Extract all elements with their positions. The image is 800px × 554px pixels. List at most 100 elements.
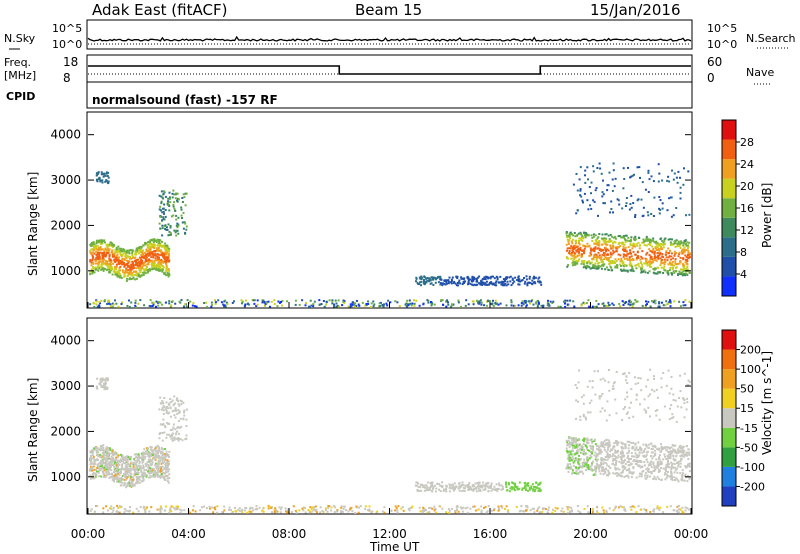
power-pt (407, 304, 410, 307)
power-pt (665, 250, 668, 253)
power-pt (379, 301, 382, 304)
power-pt (646, 271, 649, 274)
power-pt (184, 303, 187, 306)
power-pt (435, 277, 437, 280)
power-pt (119, 261, 122, 264)
power-pt (669, 266, 672, 269)
power-pt (100, 266, 103, 268)
velocity-pt (544, 508, 547, 510)
velocity-pt (643, 449, 646, 452)
power-pt (626, 239, 629, 242)
power-pt (169, 225, 172, 227)
velocity-pt (111, 475, 114, 478)
power-pt (653, 250, 656, 253)
velocity-pt (667, 459, 669, 462)
velocity-pt (256, 508, 258, 511)
velocity-pt (107, 447, 109, 450)
power-pt (177, 232, 180, 235)
velocity-pt (102, 507, 105, 510)
power-pt (120, 276, 123, 279)
velocity-pt (170, 400, 173, 403)
power-pt (107, 243, 110, 246)
velocity-pt (472, 505, 474, 508)
velocity-pt (142, 464, 145, 467)
velocity-pt (646, 461, 649, 464)
power-pt (681, 241, 684, 244)
power-pt (542, 305, 545, 308)
power-pt (565, 257, 568, 259)
power-cbar-band-7 (722, 139, 736, 160)
velocity-pt (144, 507, 147, 510)
power-pt (278, 301, 281, 304)
velocity-pt (448, 509, 451, 512)
power-pt (168, 198, 171, 200)
velocity-pt (508, 490, 511, 493)
power-pt (90, 264, 93, 267)
power-pt (686, 266, 689, 268)
velocity-pt (500, 484, 503, 487)
velocity-pt (137, 510, 140, 513)
velocity-pt (168, 422, 171, 425)
power-pt (142, 244, 145, 247)
power-pt (678, 300, 681, 303)
velocity-pt (394, 509, 397, 512)
power-pt (677, 255, 680, 258)
power-pt (650, 245, 653, 248)
velocity-pt (566, 457, 569, 460)
power-pt (678, 251, 681, 254)
velocity-pt (121, 455, 124, 458)
velocity-pt (177, 402, 180, 405)
velocity-pt (304, 506, 306, 509)
velocity-pt (111, 458, 114, 461)
velocity-pt (599, 464, 602, 467)
power-pt (136, 263, 139, 266)
power-pt (657, 180, 660, 183)
velocity-pt (633, 506, 636, 509)
power-pt (678, 244, 681, 247)
power-pt (101, 241, 104, 244)
power-pt (153, 262, 156, 265)
power-pt (452, 281, 455, 284)
power-pt (92, 241, 95, 244)
power-pt (573, 232, 576, 234)
power-cbar-band-0 (722, 276, 736, 296)
power-pt (182, 211, 185, 214)
power-pt (337, 299, 340, 302)
velocity-pt (151, 463, 154, 466)
velocity-pt (101, 455, 104, 458)
power-pt (530, 300, 533, 303)
power-pt (622, 255, 625, 258)
power-pt (91, 259, 94, 262)
power-pt (140, 254, 143, 257)
power-pt (264, 304, 266, 307)
velocity-pt (500, 505, 503, 508)
velocity-pt (314, 505, 317, 508)
velocity-pt (108, 472, 111, 475)
velocity-pt (158, 508, 161, 511)
power-pt (598, 240, 601, 242)
power-pt (115, 302, 118, 305)
power-pt (192, 302, 195, 305)
power-pt (668, 269, 671, 272)
velocity-pt (487, 490, 490, 493)
power-pt (600, 257, 602, 260)
power-pt (649, 250, 652, 253)
velocity-pt (681, 454, 684, 457)
velocity-pt (279, 511, 282, 514)
velocity-pt (174, 407, 177, 410)
power-pt (633, 173, 635, 176)
velocity-pt (105, 449, 107, 452)
power-pt (111, 253, 114, 256)
power-pt (115, 274, 118, 277)
power-pt (110, 261, 113, 263)
power-pt (98, 254, 101, 257)
velocity-pt (133, 483, 136, 486)
power-pt (102, 269, 105, 272)
power-pt (134, 278, 137, 281)
velocity-pt (624, 509, 627, 512)
velocity-pt (311, 510, 314, 513)
velocity-pt (153, 452, 156, 455)
power-pt (640, 271, 643, 274)
power-pt (605, 250, 608, 253)
power-pt (608, 262, 611, 265)
